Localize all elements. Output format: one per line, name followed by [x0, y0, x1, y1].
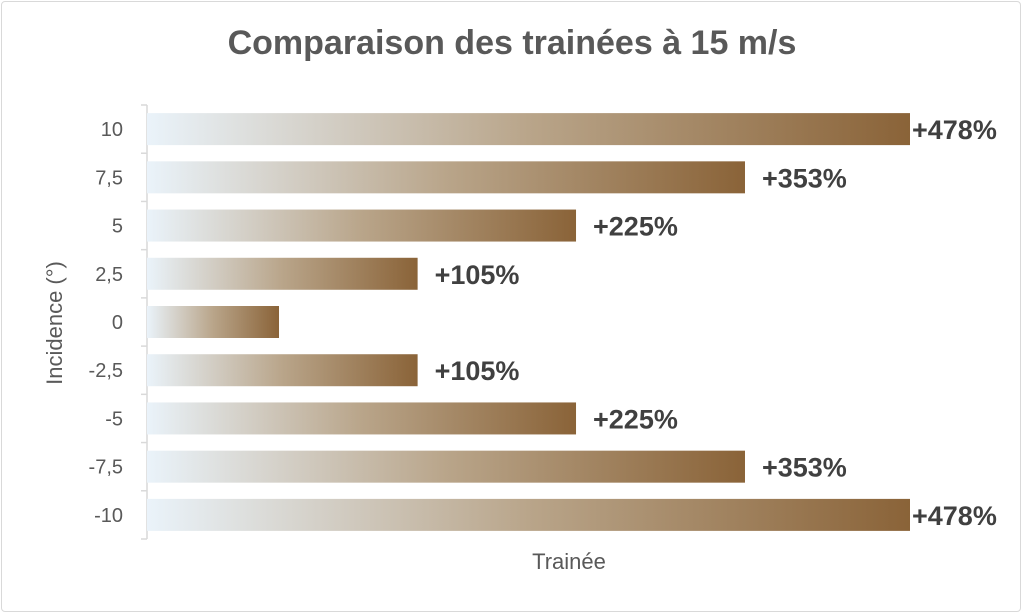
- data-label: +105%: [435, 260, 520, 290]
- bar: [147, 257, 418, 290]
- data-label: +105%: [435, 356, 520, 386]
- data-label: +478%: [912, 115, 997, 145]
- bar: [147, 498, 910, 531]
- y-tick-label: 5: [112, 216, 123, 238]
- y-tick-label: 0: [112, 312, 123, 334]
- data-label: +353%: [762, 163, 847, 193]
- y-tick-label: 2,5: [95, 264, 123, 286]
- bar: [147, 450, 745, 483]
- bar: [147, 209, 577, 242]
- bar: [147, 161, 745, 194]
- y-tick-label: 10: [101, 119, 123, 141]
- data-label: +225%: [593, 212, 678, 242]
- y-tick-label: -7,5: [89, 457, 123, 479]
- bar: [147, 354, 418, 387]
- data-label: +225%: [593, 404, 678, 434]
- bar: [147, 113, 910, 146]
- bar: [147, 402, 577, 435]
- y-tick-label: -5: [105, 408, 123, 430]
- data-label: +478%: [912, 501, 997, 531]
- x-axis-label: Trainée: [532, 549, 606, 574]
- y-tick-label: -10: [94, 505, 123, 527]
- y-tick-label: -2,5: [89, 360, 123, 382]
- chart-title: Comparaison des trainées à 15 m/s: [227, 24, 797, 62]
- data-label: +353%: [762, 453, 847, 483]
- bar: [147, 306, 280, 338]
- y-tick-label: 7,5: [95, 167, 123, 189]
